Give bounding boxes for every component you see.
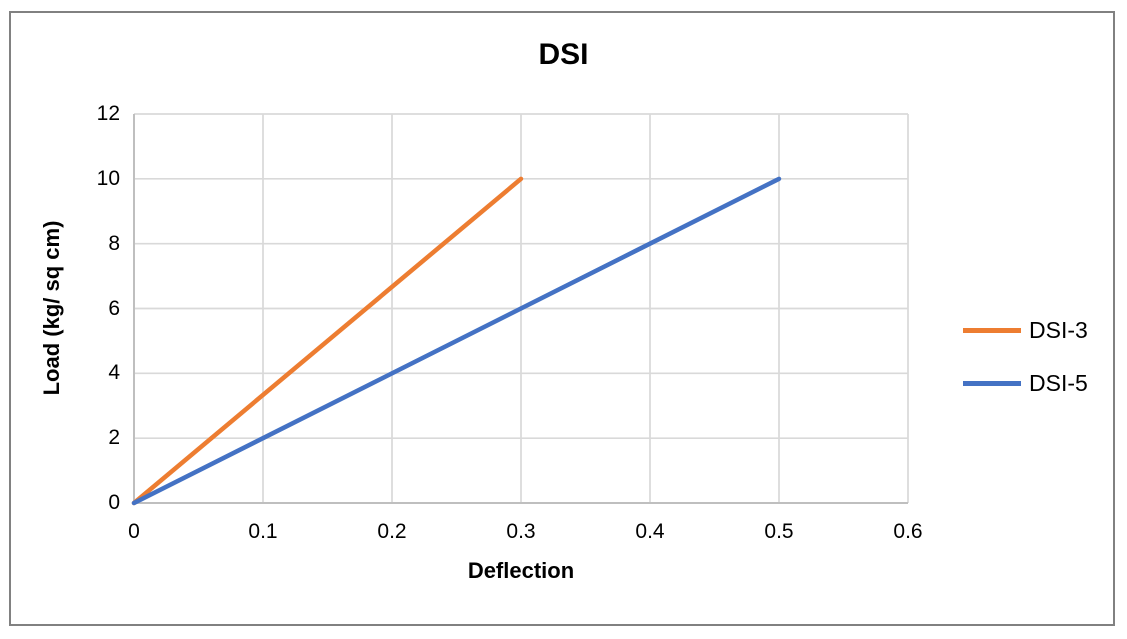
y-tick-label: 0 <box>108 491 120 514</box>
series-line-dsi-3 <box>131 176 524 506</box>
series-line-dsi-5 <box>131 176 782 506</box>
y-tick-label: 2 <box>108 426 120 450</box>
x-tick-label: 0.6 <box>893 520 923 543</box>
y-axis-title: Load (kg/ sq cm) <box>39 220 64 396</box>
y-tick-label: 10 <box>96 166 120 190</box>
legend-swatch-line <box>963 380 1021 386</box>
legend-label: DSI-5 <box>1029 369 1088 396</box>
x-tick-label: 0.2 <box>377 520 407 543</box>
x-tick-label: 0.1 <box>248 520 278 543</box>
legend-entry-dsi-5: DSI-5 <box>963 369 1088 397</box>
legend-swatch-line <box>963 327 1021 333</box>
y-tick-label: 8 <box>108 231 120 255</box>
legend-label: DSI-3 <box>1029 316 1088 343</box>
chart-title: DSI <box>538 38 589 71</box>
y-tick-label: 12 <box>96 102 120 125</box>
x-tick-label: 0 <box>128 520 140 543</box>
legend-entry-dsi-3: DSI-3 <box>963 316 1088 344</box>
legend: DSI-3 DSI-5 <box>963 316 1088 422</box>
x-axis-title: Deflection <box>467 558 575 583</box>
x-tick-label: 0.3 <box>506 520 536 543</box>
x-tick-label: 0.4 <box>635 520 665 543</box>
y-tick-label: 6 <box>108 296 120 320</box>
x-tick-label: 0.5 <box>764 520 794 543</box>
y-tick-label: 4 <box>108 361 120 385</box>
